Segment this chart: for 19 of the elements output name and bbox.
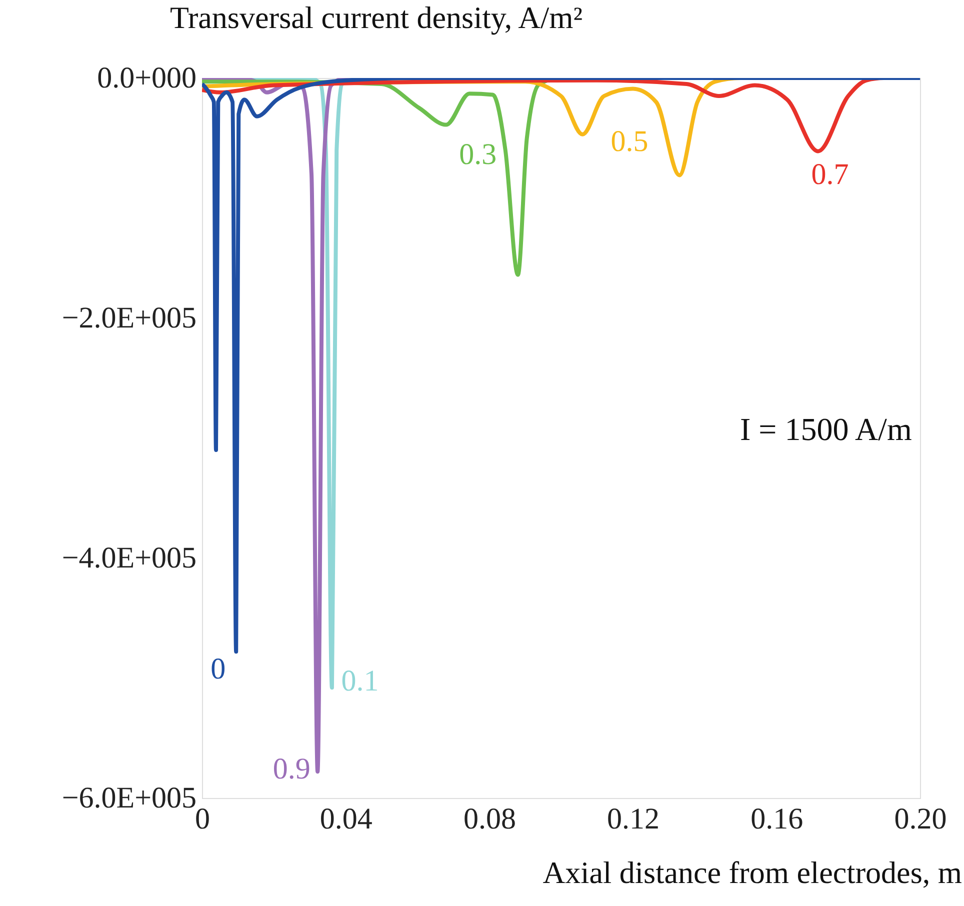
- x-axis-title: Axial distance from electrodes, m: [542, 855, 962, 890]
- annotation: I = 1500 A/m: [740, 411, 912, 447]
- series-label: 0.7: [811, 158, 849, 192]
- x-tick-label: 0.08: [463, 802, 516, 836]
- series-label: 0.3: [459, 138, 497, 171]
- series-label: 0.1: [341, 664, 379, 698]
- y-tick-label: −2.0E+005: [62, 302, 196, 334]
- y-tick-label: −6.0E+005: [62, 782, 196, 814]
- series-label: 0.9: [272, 752, 310, 786]
- x-tick-label: 0.20: [894, 802, 947, 836]
- x-tick-label: 0: [195, 802, 210, 836]
- y-axis-title: Transversal current density, A/m²: [170, 0, 583, 35]
- y-tick-label: 0.0+000: [97, 62, 196, 94]
- x-tick-label: 0.04: [320, 802, 372, 836]
- series-label: 0: [210, 652, 226, 686]
- x-tick-label: 0.16: [750, 802, 804, 836]
- series-label: 0.5: [610, 125, 648, 158]
- y-tick-label: −4.0E+005: [62, 542, 196, 574]
- x-tick-label: 0.12: [607, 802, 660, 836]
